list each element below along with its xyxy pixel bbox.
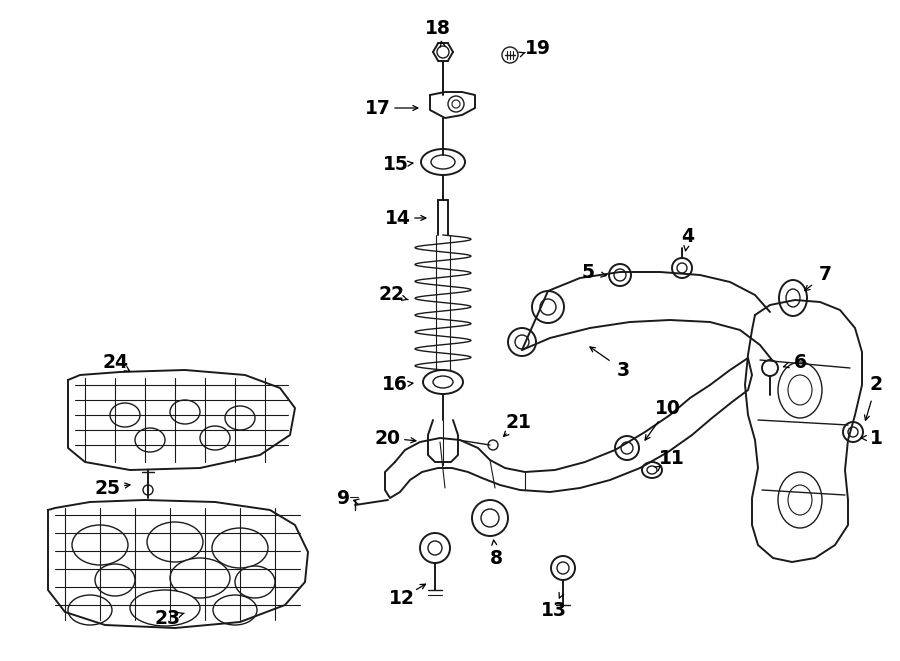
Ellipse shape (235, 566, 275, 598)
Ellipse shape (647, 466, 657, 474)
Text: 18: 18 (425, 19, 451, 38)
Ellipse shape (551, 556, 575, 580)
Ellipse shape (170, 400, 200, 424)
Ellipse shape (843, 422, 863, 442)
Ellipse shape (147, 522, 203, 562)
Text: 24: 24 (102, 352, 128, 371)
Ellipse shape (95, 564, 135, 596)
Text: 14: 14 (385, 208, 411, 227)
Ellipse shape (72, 525, 128, 565)
Ellipse shape (225, 406, 255, 430)
Ellipse shape (779, 280, 807, 316)
Text: 5: 5 (581, 262, 595, 282)
Text: 17: 17 (365, 98, 391, 118)
Ellipse shape (614, 269, 626, 281)
Ellipse shape (437, 46, 449, 58)
Ellipse shape (200, 426, 230, 450)
Ellipse shape (508, 328, 536, 356)
Ellipse shape (130, 590, 200, 626)
Ellipse shape (672, 258, 692, 278)
Text: 23: 23 (155, 609, 181, 627)
Text: 15: 15 (383, 155, 409, 175)
Ellipse shape (68, 595, 112, 625)
Ellipse shape (423, 370, 463, 394)
Text: 13: 13 (541, 600, 567, 619)
Ellipse shape (609, 264, 631, 286)
Ellipse shape (452, 100, 460, 108)
Ellipse shape (421, 149, 465, 175)
Ellipse shape (170, 558, 230, 598)
Text: 12: 12 (389, 588, 415, 607)
Ellipse shape (428, 541, 442, 555)
Ellipse shape (621, 442, 633, 454)
Text: 20: 20 (375, 428, 401, 447)
Text: 10: 10 (655, 399, 681, 418)
Ellipse shape (472, 500, 508, 536)
Ellipse shape (788, 485, 812, 515)
Text: 11: 11 (659, 449, 685, 467)
Ellipse shape (788, 375, 812, 405)
Ellipse shape (762, 360, 778, 376)
Text: 8: 8 (490, 549, 502, 568)
Ellipse shape (213, 595, 257, 625)
Ellipse shape (143, 485, 153, 495)
Text: 22: 22 (379, 286, 405, 305)
Text: 1: 1 (869, 428, 882, 447)
Text: 16: 16 (382, 375, 408, 395)
Ellipse shape (420, 533, 450, 563)
Ellipse shape (615, 436, 639, 460)
Text: 7: 7 (818, 266, 832, 284)
Text: 21: 21 (505, 412, 531, 432)
Ellipse shape (212, 528, 268, 568)
Ellipse shape (488, 440, 498, 450)
Text: 19: 19 (525, 38, 551, 58)
Ellipse shape (778, 362, 822, 418)
Ellipse shape (135, 428, 165, 452)
Ellipse shape (532, 291, 564, 323)
Text: 2: 2 (869, 375, 883, 395)
Ellipse shape (515, 335, 529, 349)
Ellipse shape (481, 509, 499, 527)
Ellipse shape (642, 462, 662, 478)
Ellipse shape (448, 96, 464, 112)
Ellipse shape (433, 376, 453, 388)
Text: 9: 9 (338, 488, 351, 508)
Ellipse shape (677, 263, 687, 273)
Ellipse shape (786, 289, 800, 307)
Text: 6: 6 (794, 352, 806, 371)
Text: 25: 25 (95, 479, 121, 498)
Text: 4: 4 (681, 227, 695, 245)
Ellipse shape (848, 427, 858, 437)
Ellipse shape (110, 403, 140, 427)
Ellipse shape (431, 155, 455, 169)
Ellipse shape (540, 299, 556, 315)
Ellipse shape (502, 47, 518, 63)
Text: 3: 3 (616, 360, 630, 379)
Ellipse shape (557, 562, 569, 574)
Ellipse shape (778, 472, 822, 528)
